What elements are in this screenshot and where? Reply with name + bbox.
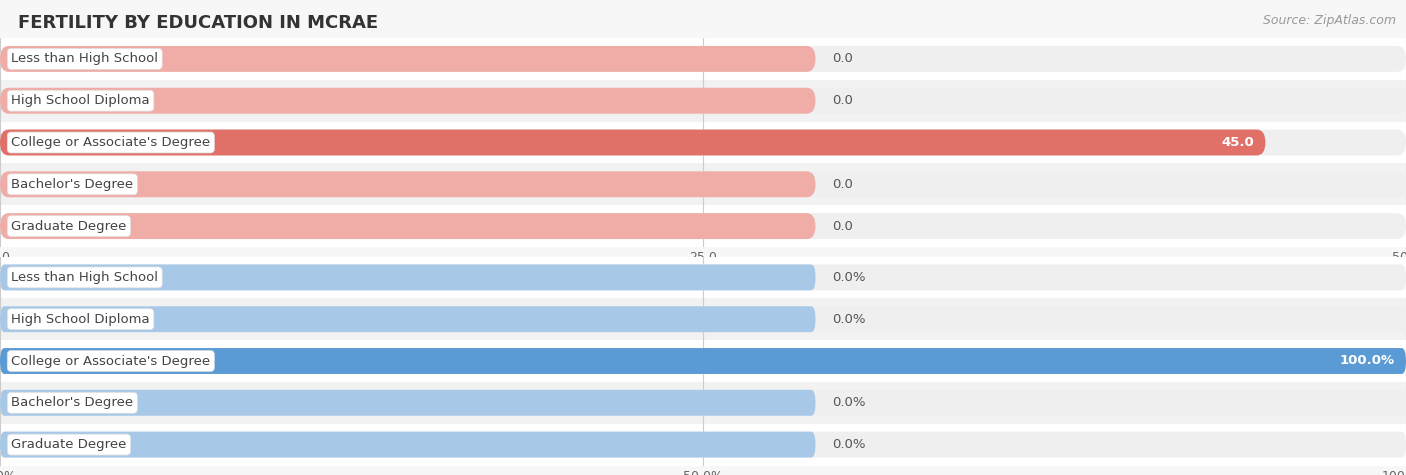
Bar bbox=[0, 122, 1406, 163]
Text: Source: ZipAtlas.com: Source: ZipAtlas.com bbox=[1263, 14, 1396, 27]
FancyBboxPatch shape bbox=[0, 265, 1406, 290]
FancyBboxPatch shape bbox=[0, 265, 815, 290]
FancyBboxPatch shape bbox=[0, 390, 1406, 416]
FancyBboxPatch shape bbox=[0, 130, 1265, 155]
FancyBboxPatch shape bbox=[0, 306, 815, 332]
FancyBboxPatch shape bbox=[0, 348, 1406, 374]
FancyBboxPatch shape bbox=[0, 213, 815, 239]
Bar bbox=[0, 163, 1406, 205]
FancyBboxPatch shape bbox=[0, 171, 815, 197]
Text: Less than High School: Less than High School bbox=[11, 271, 159, 284]
FancyBboxPatch shape bbox=[0, 88, 815, 114]
Text: College or Associate's Degree: College or Associate's Degree bbox=[11, 136, 211, 149]
FancyBboxPatch shape bbox=[0, 46, 815, 72]
Bar bbox=[0, 205, 1406, 247]
Text: 0.0%: 0.0% bbox=[832, 438, 866, 451]
Text: 0.0: 0.0 bbox=[832, 178, 853, 191]
Text: 0.0: 0.0 bbox=[832, 52, 853, 66]
Bar bbox=[0, 256, 1406, 298]
Bar bbox=[0, 80, 1406, 122]
Text: Bachelor's Degree: Bachelor's Degree bbox=[11, 396, 134, 409]
Bar bbox=[0, 424, 1406, 466]
Bar bbox=[0, 340, 1406, 382]
Text: 45.0: 45.0 bbox=[1222, 136, 1254, 149]
Text: 0.0: 0.0 bbox=[832, 94, 853, 107]
Bar bbox=[0, 382, 1406, 424]
Text: 0.0%: 0.0% bbox=[832, 396, 866, 409]
FancyBboxPatch shape bbox=[0, 46, 1406, 72]
Text: Graduate Degree: Graduate Degree bbox=[11, 219, 127, 233]
FancyBboxPatch shape bbox=[0, 130, 1406, 155]
FancyBboxPatch shape bbox=[0, 432, 1406, 457]
Text: FERTILITY BY EDUCATION IN MCRAE: FERTILITY BY EDUCATION IN MCRAE bbox=[18, 14, 378, 32]
FancyBboxPatch shape bbox=[0, 390, 815, 416]
Text: 0.0%: 0.0% bbox=[832, 271, 866, 284]
Text: 0.0%: 0.0% bbox=[832, 313, 866, 326]
FancyBboxPatch shape bbox=[0, 213, 1406, 239]
FancyBboxPatch shape bbox=[0, 348, 1406, 374]
Text: College or Associate's Degree: College or Associate's Degree bbox=[11, 354, 211, 368]
FancyBboxPatch shape bbox=[0, 171, 1406, 197]
Bar bbox=[0, 298, 1406, 340]
FancyBboxPatch shape bbox=[0, 432, 815, 457]
Text: High School Diploma: High School Diploma bbox=[11, 313, 150, 326]
Text: Bachelor's Degree: Bachelor's Degree bbox=[11, 178, 134, 191]
Text: 0.0: 0.0 bbox=[832, 219, 853, 233]
Text: High School Diploma: High School Diploma bbox=[11, 94, 150, 107]
Bar bbox=[0, 38, 1406, 80]
FancyBboxPatch shape bbox=[0, 306, 1406, 332]
Text: Less than High School: Less than High School bbox=[11, 52, 159, 66]
Text: Graduate Degree: Graduate Degree bbox=[11, 438, 127, 451]
FancyBboxPatch shape bbox=[0, 88, 1406, 114]
Text: 100.0%: 100.0% bbox=[1340, 354, 1395, 368]
